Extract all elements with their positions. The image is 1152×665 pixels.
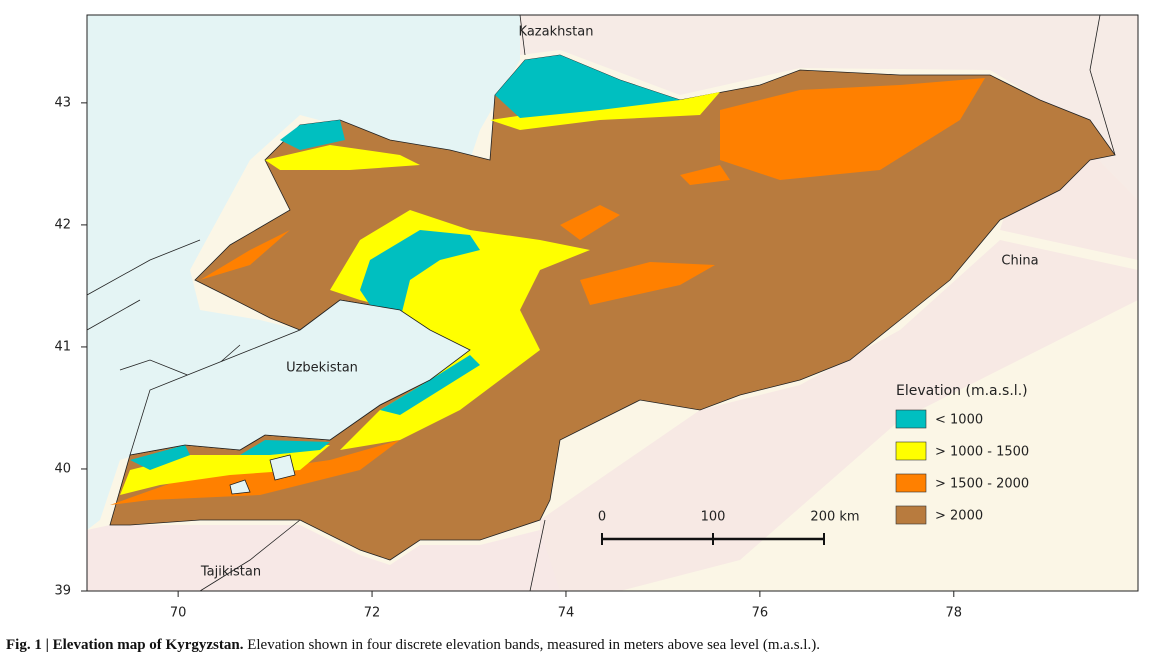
- country-label: Kazakhstan: [519, 25, 594, 40]
- zone-1000-1500: [120, 92, 720, 495]
- legend-label: > 1500 - 2000: [935, 477, 1029, 492]
- uzbek-plain: [129, 299, 471, 456]
- china-upland: [540, 100, 1138, 591]
- zone-below-1000: [130, 55, 680, 470]
- x-tick-label: 78: [946, 606, 963, 621]
- map: Kazakhstan China Uzbekistan Tajikistan E…: [54, 14, 1139, 621]
- frame: [86, 14, 1139, 592]
- legend-label: < 1000: [935, 413, 983, 428]
- caption-label: Fig. 1 | Elevation map of Kyrgyzstan.: [6, 637, 244, 653]
- legend-swatch: [895, 441, 927, 461]
- country-label: Tajikistan: [200, 565, 261, 580]
- tajik-upland: [87, 525, 560, 591]
- legend-title: Elevation (m.a.s.l.): [896, 383, 1028, 399]
- country-label: China: [1001, 254, 1038, 269]
- caption: Fig. 1 | Elevation map of Kyrgyzstan. El…: [6, 637, 820, 654]
- enclave: [229, 454, 296, 495]
- legend-label: > 1000 - 1500: [935, 445, 1029, 460]
- y-tick-label: 40: [54, 461, 71, 476]
- caption-text: Elevation shown in four discrete elevati…: [247, 637, 820, 653]
- y-tick-label: 41: [54, 339, 71, 354]
- y-tick-label: 43: [54, 95, 71, 110]
- legend-swatch: [895, 473, 927, 493]
- y-tick-label: 42: [54, 217, 71, 232]
- scale-label: 100: [701, 510, 726, 525]
- border: [86, 14, 1116, 592]
- zone-1500-2000: [110, 78, 985, 505]
- country-label: Uzbekistan: [286, 361, 358, 376]
- y-tick-label: 39: [54, 584, 71, 599]
- x-tick-label: 74: [558, 606, 575, 621]
- legend-swatch: [895, 505, 927, 525]
- scale-label: 200 km: [810, 510, 859, 525]
- kazakh-upland: [520, 15, 1138, 200]
- scale-label: 0: [598, 510, 606, 525]
- legend-label: > 2000: [935, 509, 983, 524]
- legend-swatch: [895, 409, 927, 429]
- x-tick-label: 76: [752, 606, 769, 621]
- x-tick-label: 72: [364, 606, 381, 621]
- x-tick-label: 70: [170, 606, 187, 621]
